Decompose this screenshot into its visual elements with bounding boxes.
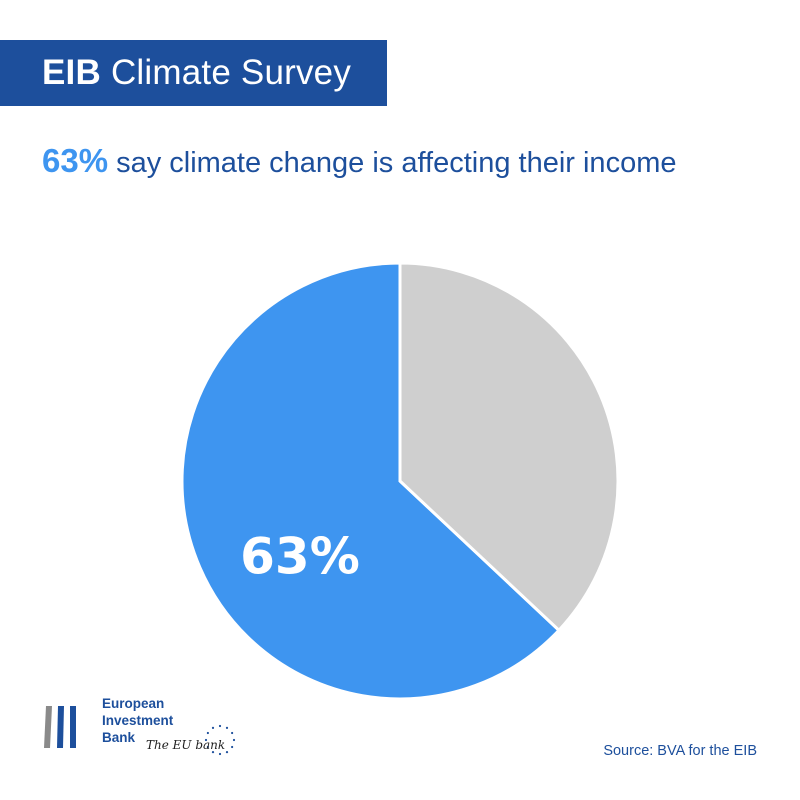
pie-labels: 63%: [240, 528, 360, 586]
title-bold: EIB: [42, 53, 101, 92]
eu-star: [204, 738, 208, 742]
headline: 63% say climate change is affecting their…: [42, 142, 782, 180]
eu-star: [206, 745, 209, 749]
title-rest: Climate Survey: [110, 53, 352, 92]
eu-star: [211, 751, 215, 754]
pie-slices: [180, 261, 620, 701]
pie-slice-2: [398, 261, 620, 633]
eu-star: [225, 726, 229, 729]
eu-star: [211, 726, 215, 729]
headline-text: say climate change is affecting their in…: [116, 147, 677, 179]
source-note: Source: BVA for the EIB: [603, 743, 757, 759]
logo-tagline: The EU bank: [146, 738, 226, 752]
eib-logo-bars-icon: [44, 706, 76, 748]
eib-logo: European Investment Bank The EU bank: [42, 690, 292, 760]
eib-logo-text: European Investment Bank: [102, 695, 173, 746]
title-banner: EIB Climate Survey: [0, 40, 387, 106]
logo-line-1: European: [102, 696, 165, 711]
eu-star: [218, 752, 222, 756]
eu-star: [225, 751, 229, 754]
eu-star: [231, 731, 234, 735]
logo-line-3: Bank: [102, 730, 136, 745]
eu-star: [231, 745, 234, 749]
eu-stars-icon: [204, 724, 236, 756]
logo-line-2: Investment: [102, 713, 174, 728]
pie-slice-label-1: 63%: [240, 528, 360, 586]
eu-star: [206, 731, 209, 735]
eu-star: [232, 738, 236, 742]
pie-slice-1: [180, 261, 562, 701]
headline-value: 63%: [42, 142, 109, 179]
eu-star: [218, 724, 222, 728]
